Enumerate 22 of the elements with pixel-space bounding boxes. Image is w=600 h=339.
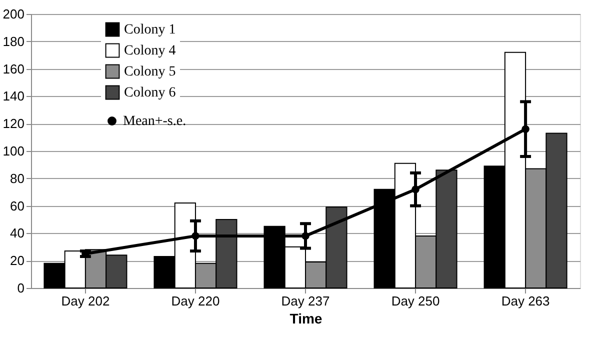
y-tick-label: 120	[2, 116, 24, 132]
y-tick-label: 0	[17, 280, 24, 296]
y-tick-label: 80	[10, 170, 24, 186]
x-tick-label: Day 220	[171, 294, 220, 308]
y-tick-label: 20	[10, 253, 24, 268]
legend-label: Colony 1	[124, 22, 176, 38]
x-tick-label: Day 263	[501, 294, 550, 308]
y-tick-label: 180	[2, 34, 24, 49]
x-tick-label: Day 250	[391, 294, 440, 308]
y-tick-label: 60	[10, 198, 24, 214]
y-tick-label: 40	[10, 226, 24, 241]
legend-label: Colony 5	[124, 64, 176, 80]
y-tick-label: 160	[2, 61, 24, 76]
legend-label: Colony 6	[124, 86, 176, 100]
legend-label: Colony 4	[124, 44, 176, 58]
x-tick-label: Day 237	[281, 294, 330, 308]
x-axis-title: Time	[290, 310, 322, 326]
y-tick-label: 200	[2, 6, 24, 22]
y-tick-label: 100	[2, 144, 24, 158]
x-tick-label: Day 202	[61, 294, 110, 308]
y-tick-label: 140	[2, 88, 24, 104]
legend-label: Mean+-s.e.	[123, 114, 186, 129]
